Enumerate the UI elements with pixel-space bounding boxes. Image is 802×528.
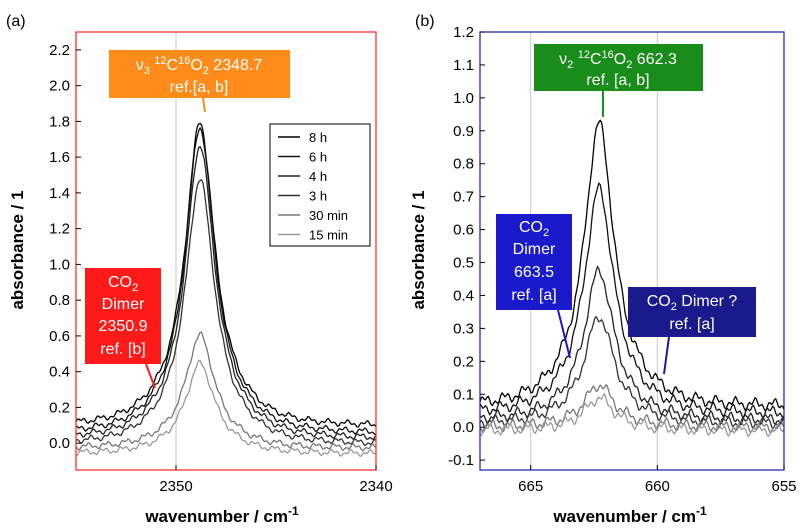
panel-b-y-tick-label: 0.0 — [453, 419, 474, 436]
panel-b-y-tick-label: 0.5 — [453, 255, 474, 272]
svg-text:ν3 12C16O2 2348.7: ν3 12C16O2 2348.7 — [136, 55, 263, 77]
panel-a-y-tick-label: 2.0 — [49, 78, 70, 95]
panel-b-series-15-min — [479, 392, 785, 438]
panel-b-y-tick-label: 0.6 — [453, 222, 474, 239]
panel-b-y-tick-label: 1.2 — [453, 24, 474, 41]
svg-text:CO2 Dimer ?: CO2 Dimer ? — [647, 293, 738, 313]
svg-text:ref. [a, b]: ref. [a, b] — [586, 72, 649, 89]
panel-b-y-tick-label: 1.1 — [453, 57, 474, 74]
panel-a-y-tick-label: 1.2 — [49, 221, 70, 238]
panel-a-series-30-min — [75, 331, 377, 452]
panel-a-y-tick-label: 1.4 — [49, 185, 70, 202]
annotation-co2-dimer-663-box: CO2 Dimer 663.5 ref. [a] — [496, 214, 572, 359]
annotation-co2-dimer-box: CO2 Dimer 2350.9 ref. [b] — [85, 268, 161, 389]
panel-b-series-4-h — [479, 265, 785, 426]
panel-b-series-6-h — [479, 182, 785, 419]
panel-a-y-tick-label: 0.6 — [49, 328, 70, 345]
panel-a-y-tick-label: 0.4 — [49, 364, 70, 381]
annotation-co2-dimer-question-box: CO2 Dimer ? ref. [a] — [628, 287, 756, 375]
svg-text:Dimer: Dimer — [102, 296, 145, 313]
panel-b-x-tick-label: 660 — [645, 478, 670, 495]
svg-text:CO2: CO2 — [519, 219, 549, 239]
panel-a-y-tick-label: 0.2 — [49, 399, 70, 416]
panel-b-label: (b) — [415, 13, 435, 30]
panel-b-y-tick-label: 0.8 — [453, 156, 474, 173]
legend-item-label: 8 h — [309, 130, 327, 145]
svg-text:663.5: 663.5 — [514, 264, 554, 281]
panel-b-y-tick-label: 0.9 — [453, 123, 474, 140]
panel-a-series-6-h — [75, 126, 377, 436]
panel-b-series-30-min — [479, 384, 785, 434]
panel-b-y-tick-label: 0.2 — [453, 353, 474, 370]
svg-text:CO2: CO2 — [108, 274, 138, 294]
panel-b-y-tick-label: 0.3 — [453, 320, 474, 337]
panel-a-y-tick-label: 0.0 — [49, 435, 70, 452]
panel-b-frame — [479, 31, 785, 471]
panel-a-y-axis-label: absorbance / 1 — [8, 190, 27, 309]
panel-a-x-tick-label: 2350 — [159, 478, 192, 495]
panel-a-y-tick-label: 1.0 — [49, 256, 70, 273]
annotation-nu3-box: ν3 12C16O2 2348.7 ref.[a, b] — [109, 50, 290, 113]
panel-a-frame — [75, 31, 377, 471]
panel-a-y-tick-label: 1.6 — [49, 149, 70, 166]
panel-a-y-tick-label: 1.8 — [49, 113, 70, 130]
panel-b-y-tick-label: -0.1 — [448, 452, 474, 469]
panel-a-label: (a) — [6, 13, 26, 30]
panel-a-x-axis-label: wavenumber / cm-1 — [144, 504, 299, 526]
panel-a-series-8-h — [75, 122, 377, 428]
panel-b-x-axis-label: wavenumber / cm-1 — [552, 504, 707, 526]
legend-item-label: 4 h — [309, 169, 327, 184]
svg-text:ν2 12C16O2 662.3: ν2 12C16O2 662.3 — [559, 49, 677, 71]
panel-a-x-tick-label: 2340 — [359, 478, 392, 495]
panel-b-y-axis-label: absorbance / 1 — [409, 190, 428, 309]
panel-b-y-tick-label: 0.4 — [453, 287, 474, 304]
legend-item-label: 15 min — [309, 228, 348, 243]
panel-a-series-15-min — [75, 359, 377, 458]
panel-b-y-tick-label: 0.7 — [453, 189, 474, 206]
panel-b-y-tick-label: 1.0 — [453, 90, 474, 107]
svg-text:ref. [b]: ref. [b] — [100, 341, 145, 358]
panel-b-series-8-h — [479, 119, 785, 412]
svg-text:ref. [a]: ref. [a] — [511, 287, 556, 304]
panel-b-x-tick-label: 665 — [518, 478, 543, 495]
legend-item-label: 30 min — [309, 208, 348, 223]
svg-text:ref. [a]: ref. [a] — [669, 316, 714, 333]
legend-item-label: 3 h — [309, 189, 327, 204]
panel-a-y-tick-label: 0.8 — [49, 292, 70, 309]
panel-b-x-tick-label: 655 — [771, 478, 796, 495]
panel-a-series-4-h — [75, 145, 377, 441]
annotation-nu2-box: ν2 12C16O2 662.3 ref. [a, b] — [534, 44, 703, 117]
svg-text:2350.9: 2350.9 — [99, 318, 148, 335]
svg-text:ref.[a, b]: ref.[a, b] — [170, 79, 229, 96]
legend-item-label: 6 h — [309, 150, 327, 165]
panel-b-y-tick-label: 0.1 — [453, 386, 474, 403]
svg-text:Dimer: Dimer — [513, 241, 556, 258]
legend: 8 h 6 h 4 h 3 h 30 min 15 min — [269, 123, 371, 247]
panel-a-y-tick-label: 2.2 — [49, 42, 70, 59]
panel-b-series-3-h — [479, 315, 785, 430]
panel-a-series-3-h — [75, 179, 377, 447]
